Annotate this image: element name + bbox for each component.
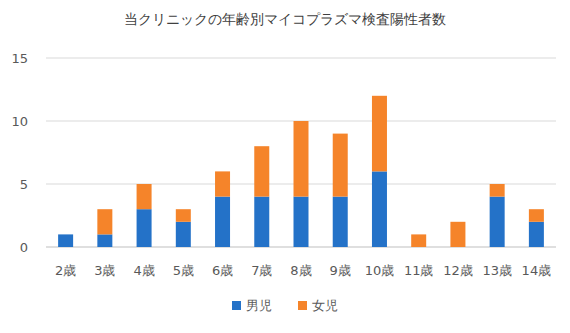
bar: [450, 222, 465, 247]
bar: [215, 197, 230, 247]
bar: [490, 197, 505, 247]
x-tick-label: 10歳: [365, 263, 395, 278]
bar: [137, 184, 152, 209]
legend-swatch: [298, 301, 307, 310]
chart-container: 当クリニックの年齢別マイコプラズマ検査陽性者数 0 5 10 15 2歳 3歳 4歳 5歳 6歳 7…: [0, 0, 570, 333]
bar: [490, 184, 505, 197]
x-tick-label: 11歳: [404, 263, 434, 278]
bar: [372, 171, 387, 247]
bar: [411, 234, 426, 247]
bar: [58, 234, 73, 235]
x-tick-label: 14歳: [522, 263, 552, 278]
bar: [176, 209, 191, 222]
bar: [97, 209, 112, 234]
bar: [294, 121, 309, 197]
x-tick-label: 6歳: [212, 263, 233, 278]
grid-line: [46, 58, 556, 59]
y-tick-label: 5: [20, 177, 28, 192]
y-tick-label: 0: [20, 240, 28, 255]
background: [0, 0, 570, 333]
bar: [529, 222, 544, 247]
x-tick-label: 2歳: [55, 263, 76, 278]
legend-swatch: [232, 301, 241, 310]
bars: [58, 96, 544, 247]
bar: [58, 234, 73, 247]
chart-svg: 当クリニックの年齢別マイコプラズマ検査陽性者数 0 5 10 15 2歳 3歳 4歳 5歳 6歳 7…: [0, 0, 570, 333]
x-tick-label: 7歳: [251, 263, 272, 278]
bar: [215, 171, 230, 196]
y-tick-label: 15: [11, 51, 28, 66]
bar: [137, 209, 152, 247]
x-tick-label: 8歳: [290, 263, 311, 278]
bar: [372, 96, 387, 172]
bar: [333, 197, 348, 247]
legend: 男児 女児: [232, 298, 338, 313]
bar: [333, 134, 348, 197]
x-tick-label: 3歳: [94, 263, 115, 278]
y-tick-label: 10: [11, 114, 28, 129]
bar: [294, 197, 309, 247]
chart-title: 当クリニックの年齢別マイコプラズマ検査陽性者数: [124, 11, 446, 27]
legend-label: 男児: [246, 298, 272, 313]
legend-label: 女児: [312, 298, 338, 313]
x-tick-label: 12歳: [443, 263, 473, 278]
x-tick-label: 5歳: [173, 263, 194, 278]
x-tick-label: 9歳: [330, 263, 351, 278]
x-tick-label: 13歳: [482, 263, 512, 278]
bar: [529, 209, 544, 222]
bar: [254, 197, 269, 247]
bar: [254, 146, 269, 196]
bar: [176, 222, 191, 247]
bar: [97, 234, 112, 247]
x-tick-label: 4歳: [133, 263, 154, 278]
